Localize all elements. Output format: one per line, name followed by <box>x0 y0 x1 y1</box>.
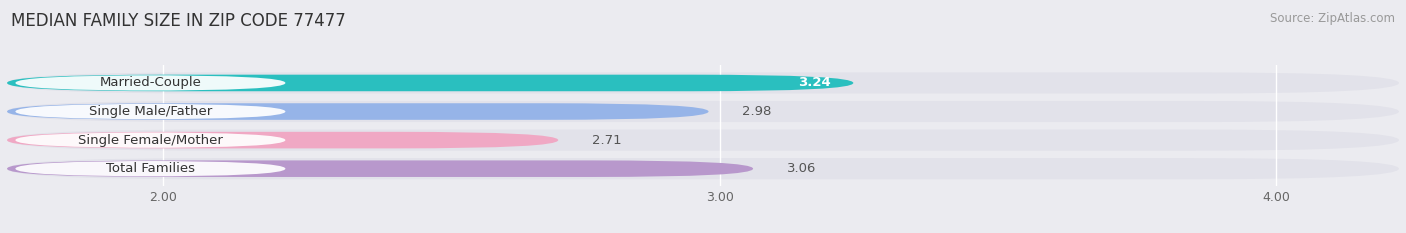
Text: 2.98: 2.98 <box>742 105 772 118</box>
Text: MEDIAN FAMILY SIZE IN ZIP CODE 77477: MEDIAN FAMILY SIZE IN ZIP CODE 77477 <box>11 12 346 30</box>
FancyBboxPatch shape <box>15 161 285 176</box>
FancyBboxPatch shape <box>7 101 1399 122</box>
FancyBboxPatch shape <box>7 160 754 177</box>
FancyBboxPatch shape <box>7 75 853 91</box>
Text: 3.06: 3.06 <box>786 162 815 175</box>
Text: Total Families: Total Families <box>105 162 195 175</box>
Text: Source: ZipAtlas.com: Source: ZipAtlas.com <box>1270 12 1395 25</box>
FancyBboxPatch shape <box>7 103 709 120</box>
Text: 3.24: 3.24 <box>799 76 831 89</box>
FancyBboxPatch shape <box>15 75 285 91</box>
Text: Single Male/Father: Single Male/Father <box>89 105 212 118</box>
FancyBboxPatch shape <box>15 132 285 148</box>
FancyBboxPatch shape <box>7 158 1399 179</box>
FancyBboxPatch shape <box>7 130 1399 151</box>
FancyBboxPatch shape <box>15 104 285 119</box>
FancyBboxPatch shape <box>7 132 558 148</box>
Text: Single Female/Mother: Single Female/Mother <box>77 134 222 147</box>
Text: Married-Couple: Married-Couple <box>100 76 201 89</box>
FancyBboxPatch shape <box>7 72 1399 93</box>
Text: 2.71: 2.71 <box>592 134 621 147</box>
